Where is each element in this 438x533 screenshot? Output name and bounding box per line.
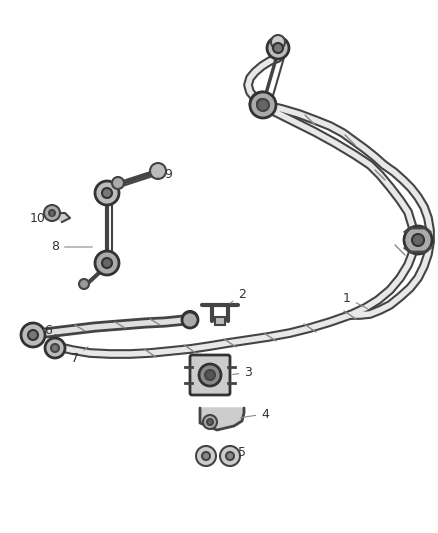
Circle shape [226, 452, 234, 460]
Circle shape [28, 330, 38, 340]
Circle shape [207, 419, 213, 425]
Circle shape [49, 210, 55, 216]
Circle shape [273, 43, 283, 53]
Circle shape [112, 177, 124, 189]
Text: 3: 3 [233, 366, 252, 378]
Circle shape [412, 234, 424, 246]
Text: 8: 8 [51, 240, 92, 254]
Circle shape [95, 251, 119, 275]
Circle shape [196, 446, 216, 466]
Circle shape [250, 92, 274, 116]
Text: 6: 6 [44, 324, 52, 336]
Circle shape [203, 415, 217, 429]
Circle shape [45, 338, 65, 358]
Circle shape [220, 446, 240, 466]
Text: 2: 2 [230, 287, 246, 303]
Circle shape [150, 163, 166, 179]
Text: 1: 1 [343, 292, 367, 309]
Text: 7: 7 [71, 347, 88, 365]
Circle shape [182, 312, 198, 328]
Circle shape [202, 452, 210, 460]
Circle shape [250, 92, 276, 118]
Circle shape [95, 181, 119, 205]
Circle shape [404, 226, 432, 254]
Text: 4: 4 [241, 408, 269, 421]
Circle shape [205, 370, 215, 380]
Circle shape [79, 279, 89, 289]
Circle shape [51, 344, 59, 352]
Polygon shape [52, 213, 70, 222]
Circle shape [182, 311, 198, 327]
Circle shape [44, 205, 60, 221]
Text: 9: 9 [158, 168, 172, 182]
Bar [215, 317, 225, 325]
Circle shape [21, 323, 45, 347]
Circle shape [102, 258, 112, 268]
Circle shape [271, 35, 285, 49]
Circle shape [102, 188, 112, 198]
Circle shape [257, 99, 269, 111]
FancyBboxPatch shape [190, 355, 230, 395]
Text: 10: 10 [30, 212, 52, 224]
Circle shape [199, 364, 221, 386]
Polygon shape [200, 408, 244, 430]
Circle shape [267, 37, 289, 59]
Text: 5: 5 [231, 447, 246, 459]
Circle shape [257, 99, 267, 109]
